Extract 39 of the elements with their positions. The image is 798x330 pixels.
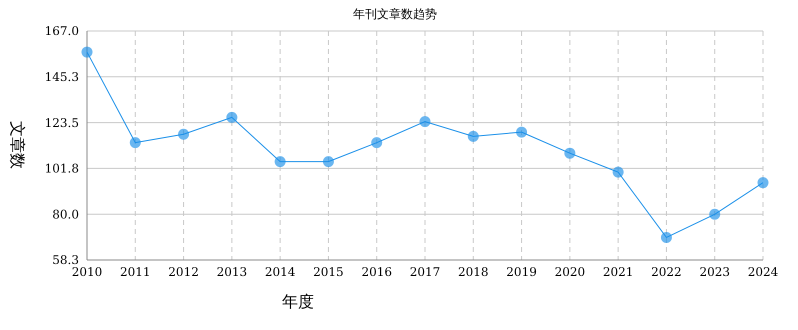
point	[758, 177, 768, 188]
y-axis-title: 文章数	[8, 121, 27, 169]
x-tick-label: 2023	[699, 265, 730, 279]
point	[178, 128, 190, 140]
y-tick-label: 101.8	[44, 162, 79, 176]
x-axis-title: 年度	[282, 292, 314, 311]
x-tick-label: 2016	[361, 265, 392, 279]
point	[274, 156, 286, 168]
point	[420, 116, 430, 128]
x-tick-label: 2010	[72, 265, 102, 279]
x-tick-label: 2022	[651, 265, 682, 279]
point	[82, 46, 92, 58]
x-tick-label: 2019	[506, 265, 537, 279]
point	[564, 148, 576, 159]
x-tick-label: 2018	[458, 265, 489, 279]
x-tick-label: 2017	[410, 265, 440, 279]
point	[322, 156, 334, 168]
y-tick-label: 58.3	[52, 253, 79, 268]
point	[226, 112, 238, 123]
x-tick-label: 2011	[120, 265, 151, 279]
x-tick-label: 2012	[168, 265, 199, 279]
x-tick-label: 2014	[264, 265, 296, 279]
point	[709, 208, 720, 220]
y-tick-label: 145.3	[44, 70, 79, 84]
chart-title: 年刊文章数趋势	[353, 7, 437, 21]
x-tick-label: 2024	[748, 265, 779, 279]
point	[516, 126, 528, 138]
x-tick-label: 2021	[602, 265, 634, 279]
x-tick-label: 2015	[313, 265, 344, 279]
point	[371, 137, 382, 148]
x-tick-label: 2020	[554, 265, 586, 279]
x-tick-label: 2013	[216, 265, 248, 279]
point	[468, 130, 479, 142]
point	[612, 166, 624, 178]
point	[660, 232, 672, 243]
y-tick-label: 167.0	[44, 24, 79, 38]
point	[130, 137, 141, 148]
y-tick-label: 123.5	[44, 116, 79, 130]
y-tick-label: 80.0	[52, 207, 79, 222]
